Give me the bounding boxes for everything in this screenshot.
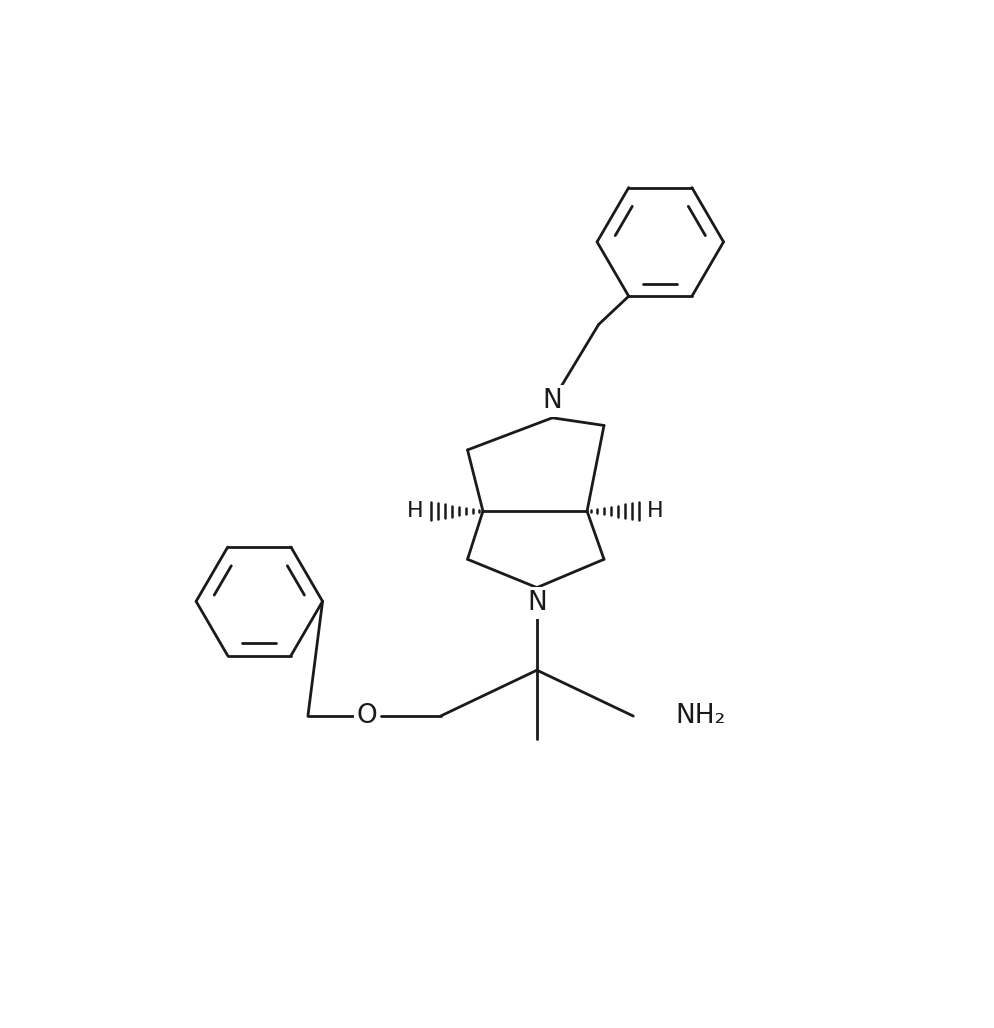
Text: N: N [542, 388, 562, 414]
Text: NH₂: NH₂ [675, 703, 726, 729]
Text: N: N [527, 590, 547, 616]
Text: H: H [646, 501, 663, 521]
Text: H: H [407, 501, 423, 521]
Text: O: O [357, 703, 378, 729]
